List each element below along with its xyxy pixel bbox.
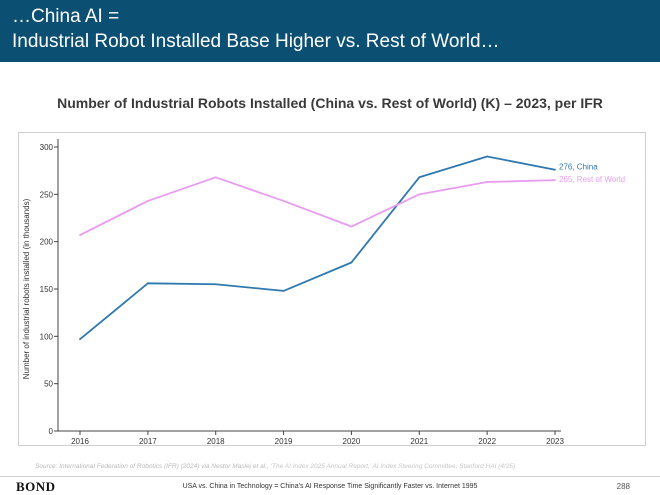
data-point (350, 261, 353, 264)
chart-frame (18, 132, 646, 446)
footer-divider (0, 476, 660, 477)
data-point (554, 179, 556, 182)
data-point (214, 176, 217, 179)
chart-title: Number of Industrial Robots Installed (C… (57, 95, 603, 111)
x-tick-label: 2018 (207, 437, 225, 446)
y-tick-label: 0 (49, 427, 54, 436)
y-tick-label: 100 (40, 332, 54, 341)
brand-logo: BOND (16, 479, 56, 494)
data-point (486, 155, 489, 158)
y-tick-label: 150 (40, 285, 54, 294)
source-lead: Source: International Federation of Robo… (35, 463, 271, 470)
data-point (554, 168, 556, 171)
data-point (282, 200, 285, 202)
x-tick-label: 2016 (71, 437, 89, 446)
data-point (486, 181, 489, 183)
page-number: 288 (616, 482, 630, 491)
data-point (418, 176, 421, 179)
data-point (146, 282, 149, 285)
y-tick-label: 250 (40, 190, 54, 199)
source-rest: ‘The AI Index 2025 Annual Report,’ AI In… (270, 463, 516, 470)
data-point (282, 289, 285, 292)
data-point (418, 193, 421, 196)
line-chart: 0 50 100 150 200 250 300 2016 2017 2018 2019 2020 20… (18, 132, 646, 446)
series-line-rest-of-world (79, 176, 556, 236)
series-line-china (79, 155, 556, 340)
x-tick-label: 2020 (343, 437, 361, 446)
x-tick-label: 2019 (275, 437, 293, 446)
x-tick-label: 2021 (410, 437, 428, 446)
data-point (350, 225, 353, 228)
y-tick-label: 300 (40, 143, 54, 152)
source-note: Source: International Federation of Robo… (35, 463, 515, 470)
data-point (79, 234, 81, 236)
x-tick-label: 2022 (478, 437, 496, 446)
slide-title-line-2: Industrial Robot Installed Base Higher v… (12, 31, 500, 52)
y-tick-label: 50 (44, 380, 53, 389)
footer-caption: USA vs. China in Technology = China’s AI… (182, 483, 478, 490)
data-point (146, 200, 149, 202)
series-end-label: 265, Rest of World (559, 175, 625, 184)
slide-title-line-1: …China AI = (12, 6, 120, 27)
data-point (79, 338, 81, 341)
x-tick-label: 2023 (546, 437, 564, 446)
series-end-label: 276, China (559, 163, 598, 172)
slide-header: …China AI = Industrial Robot Installed B… (0, 0, 660, 62)
y-tick-label: 200 (40, 238, 54, 247)
x-tick-label: 2017 (139, 437, 157, 446)
y-axis-label: Number of industrial robots installed (i… (22, 198, 31, 379)
data-point (214, 283, 217, 286)
